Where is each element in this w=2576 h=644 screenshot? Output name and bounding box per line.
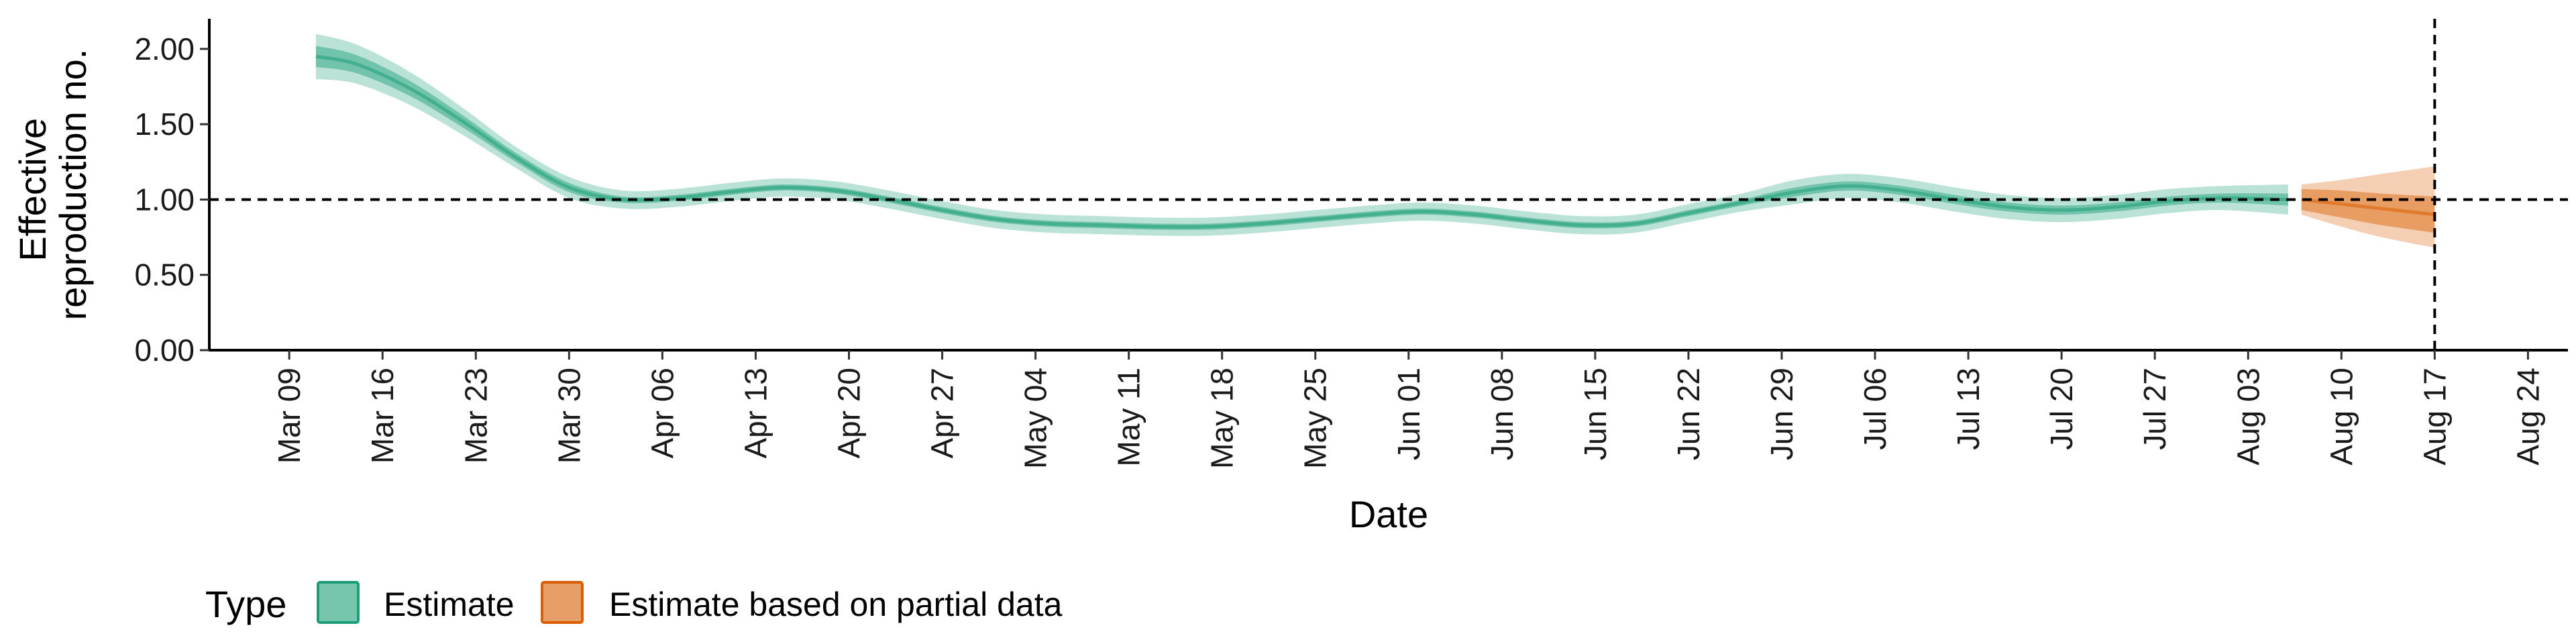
x-tick-label: Jun 15 xyxy=(1578,368,1613,460)
median-line-partial-data xyxy=(2301,197,2435,217)
x-tick-label: May 11 xyxy=(1112,368,1146,466)
y-axis-title-line-2: reproduction no. xyxy=(52,49,94,321)
x-tick-label: May 18 xyxy=(1205,368,1240,469)
x-tick-label: Jul 06 xyxy=(1858,368,1892,450)
x-tick-label: Mar 23 xyxy=(458,368,493,464)
x-tick-label: Aug 10 xyxy=(2324,368,2359,466)
x-tick-label: Jun 01 xyxy=(1391,368,1426,460)
x-axis-title: Date xyxy=(1349,493,1428,535)
y-tick-label: 1.00 xyxy=(134,182,195,217)
x-tick-label: Jun 29 xyxy=(1764,368,1799,460)
median-lines-layer xyxy=(315,54,2435,229)
x-tick-label: Jul 27 xyxy=(2137,368,2172,450)
y-ticks-layer: 0.00 0.50 1.00 1.50 2.00 xyxy=(134,32,209,368)
y-axis-title-line-1: Effective xyxy=(11,118,54,262)
legend-label-estimate: Estimate xyxy=(384,586,515,623)
y-tick-label: 2.00 xyxy=(134,32,195,66)
y-tick-label: 1.50 xyxy=(134,107,195,142)
x-tick-label: Jul 20 xyxy=(2044,368,2079,450)
x-tick-label: Apr 20 xyxy=(831,368,866,459)
legend-swatch-partial-data xyxy=(541,581,584,624)
x-tick-label: Mar 30 xyxy=(551,368,586,464)
reference-lines-layer xyxy=(209,19,2568,350)
legend-title: Type xyxy=(205,583,286,625)
x-tick-label: Aug 17 xyxy=(2417,368,2452,466)
x-ticks-layer: Mar 09 Mar 16 Mar 23 Mar 30 Apr 06 Apr 13 Apr … xyxy=(272,350,2545,469)
x-tick-label: Jul 13 xyxy=(1951,368,1986,450)
x-tick-label: Jun 08 xyxy=(1485,368,1519,460)
legend-label-partial-data: Estimate based on partial data xyxy=(609,586,1063,623)
x-tick-label: May 04 xyxy=(1018,368,1053,469)
legend-swatch-estimate xyxy=(317,581,360,624)
y-tick-label: 0.00 xyxy=(134,333,195,368)
axes-layer xyxy=(208,19,2568,352)
ribbon-inner-estimate xyxy=(315,46,2288,230)
x-tick-label: May 25 xyxy=(1298,368,1333,469)
x-tick-label: Mar 09 xyxy=(272,368,307,464)
legend-key-estimate: Estimate xyxy=(317,581,515,624)
x-tick-label: Aug 03 xyxy=(2231,368,2265,466)
x-tick-label: Apr 13 xyxy=(738,368,773,459)
y-tick-label: 0.50 xyxy=(134,258,195,292)
median-line-estimate xyxy=(315,54,2288,229)
ribbon-outer-estimate xyxy=(315,34,2288,236)
y-axis-title: Effective reproduction no. xyxy=(11,49,94,321)
legend-key-partial-data: Estimate based on partial data xyxy=(541,581,1063,624)
x-tick-label: Apr 27 xyxy=(925,368,960,459)
x-tick-label: Jun 22 xyxy=(1671,368,1706,460)
x-tick-label: Apr 06 xyxy=(645,368,680,459)
x-tick-label: Aug 24 xyxy=(2510,368,2545,466)
x-tick-label: Mar 16 xyxy=(365,368,400,464)
legend: Type Estimate Estimate based on partial … xyxy=(205,581,1063,625)
